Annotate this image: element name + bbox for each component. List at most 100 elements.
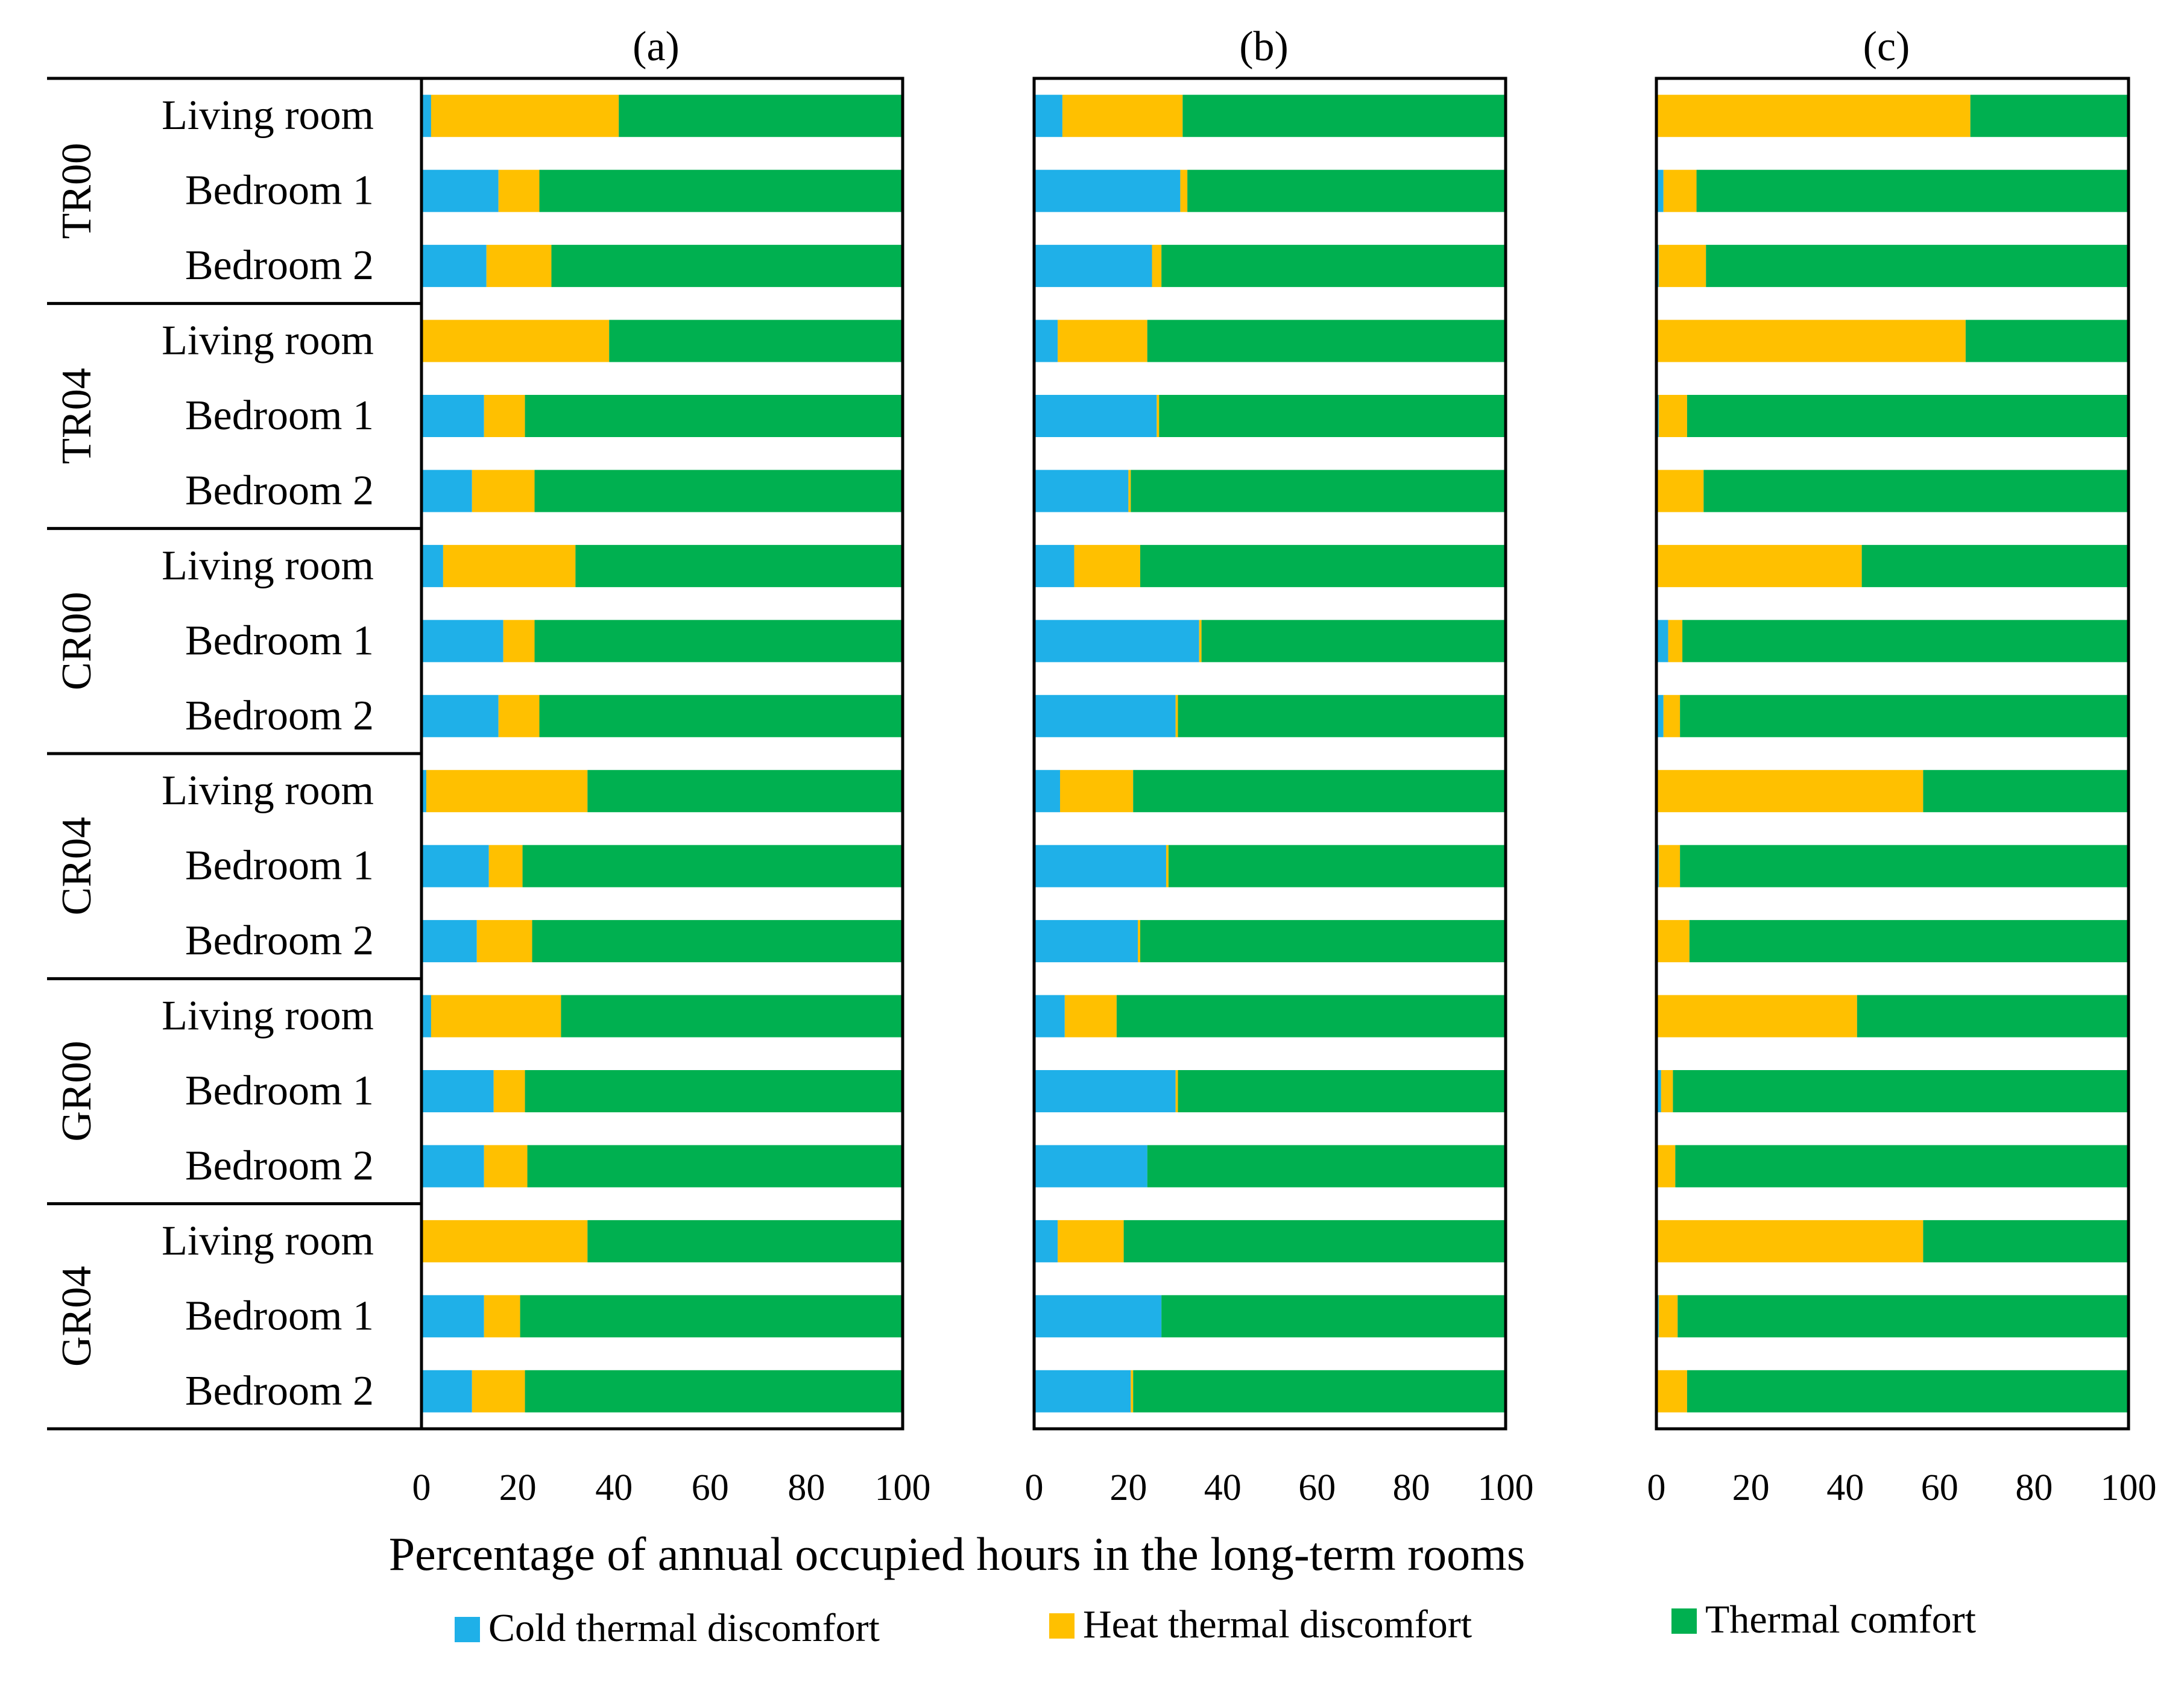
- bar-cold: [1034, 169, 1181, 212]
- bar-heat: [1656, 1145, 1676, 1188]
- bar-cold: [421, 1370, 472, 1413]
- group-label: CR00: [54, 592, 100, 690]
- room-label: Living room: [162, 543, 374, 589]
- room-label: Bedroom 1: [185, 1068, 374, 1114]
- bar-cold: [1034, 320, 1058, 362]
- x-tick-label: 0: [1025, 1467, 1044, 1508]
- bar-heat: [426, 770, 588, 813]
- bar-cold: [421, 845, 489, 887]
- bar-comfort: [1680, 845, 2129, 887]
- bar-cold: [1656, 1070, 1661, 1112]
- bar-comfort: [525, 1070, 903, 1112]
- bar-heat: [1074, 544, 1140, 587]
- bar-heat: [1656, 470, 1704, 512]
- panel-a: (a) 0 20 40 60 80 100: [412, 24, 931, 1508]
- legend: Cold thermal discomfort Heat thermal disc…: [455, 1598, 1976, 1650]
- room-label: Living room: [162, 767, 374, 814]
- bar-cold: [1034, 770, 1061, 813]
- bar-comfort: [539, 695, 903, 737]
- bar-comfort: [609, 320, 903, 362]
- bar-comfort: [1861, 544, 2129, 587]
- room-label: Bedroom 2: [185, 693, 374, 739]
- legend-label: Cold thermal discomfort: [488, 1606, 880, 1650]
- room-label: Bedroom 1: [185, 392, 374, 439]
- bar-heat: [1166, 845, 1169, 887]
- group-label: TR04: [54, 368, 100, 464]
- bar-heat: [1656, 1220, 1924, 1262]
- bar-comfort: [1178, 1070, 1506, 1112]
- bar-comfort: [1178, 695, 1506, 737]
- bar-comfort: [1706, 245, 2129, 288]
- bar-comfort: [1140, 920, 1506, 963]
- bar-comfort: [587, 1220, 903, 1262]
- bar-comfort: [561, 995, 903, 1038]
- bar-cold: [1034, 470, 1129, 512]
- bar-cold: [1034, 620, 1199, 663]
- bar-heat: [484, 395, 525, 437]
- bar-comfort: [575, 544, 903, 587]
- group-label: CR04: [54, 817, 100, 915]
- bar-cold: [421, 695, 499, 737]
- x-tick-label: 80: [2015, 1467, 2053, 1508]
- bar-comfort: [1182, 95, 1506, 137]
- bar-heat: [1668, 620, 1683, 663]
- bar-heat: [472, 470, 535, 512]
- x-axis-title: Percentage of annual occupied hours in t…: [389, 1528, 1525, 1580]
- bar-comfort: [1696, 169, 2129, 212]
- room-label: Bedroom 1: [185, 843, 374, 889]
- bar-cold: [1034, 695, 1176, 737]
- bar-comfort: [1687, 1370, 2129, 1413]
- bar-comfort: [1147, 1145, 1506, 1188]
- bar-heat: [503, 620, 535, 663]
- bar-comfort: [587, 770, 903, 813]
- bar-cold: [1034, 1070, 1176, 1112]
- bar-heat: [1062, 95, 1183, 137]
- bar-cold: [421, 169, 499, 212]
- bar-heat: [431, 995, 561, 1038]
- bar-heat: [1658, 395, 1687, 437]
- group-label: TR00: [54, 143, 100, 239]
- bar-comfort: [1675, 1145, 2129, 1188]
- bar-comfort: [551, 245, 903, 288]
- legend-swatch: [455, 1617, 480, 1642]
- room-label: Bedroom 2: [185, 242, 374, 289]
- bar-comfort: [1140, 544, 1506, 587]
- bar-cold: [1034, 920, 1138, 963]
- bar-cold: [421, 245, 487, 288]
- bar-heat: [1656, 320, 1966, 362]
- bar-comfort: [1677, 1295, 2129, 1338]
- room-label: Living room: [162, 993, 374, 1039]
- bar-heat: [1064, 995, 1117, 1038]
- legend-label: Thermal comfort: [1705, 1598, 1976, 1642]
- bar-cold: [421, 995, 431, 1038]
- bar-comfort: [1857, 995, 2129, 1038]
- panel-label: (c): [1863, 24, 1910, 70]
- bar-comfort: [522, 845, 903, 887]
- group-label: GR04: [54, 1266, 100, 1367]
- bar-heat: [1656, 995, 1857, 1038]
- x-tick-label: 80: [787, 1467, 825, 1508]
- bar-cold: [421, 1295, 484, 1338]
- bar-comfort: [534, 620, 903, 663]
- bar-heat: [421, 320, 610, 362]
- bar-comfort: [1187, 169, 1506, 212]
- bar-comfort: [1131, 470, 1506, 512]
- bar-cold: [1034, 95, 1062, 137]
- bar-comfort: [1133, 1370, 1506, 1413]
- bar-cold: [1034, 995, 1065, 1038]
- bar-comfort: [1161, 245, 1506, 288]
- bar-heat: [1128, 470, 1131, 512]
- bar-heat: [1199, 620, 1202, 663]
- bar-cold: [1034, 1145, 1147, 1188]
- bar-heat: [472, 1370, 525, 1413]
- bar-comfort: [1965, 320, 2129, 362]
- panel-frame: [1655, 77, 2130, 1431]
- legend-label: Heat thermal discomfort: [1083, 1602, 1472, 1646]
- bar-comfort: [1201, 620, 1506, 663]
- bar-cold: [1034, 1220, 1058, 1262]
- bar-cold: [421, 620, 503, 663]
- x-tick-label: 0: [1647, 1467, 1666, 1508]
- bar-comfort: [1923, 770, 2129, 813]
- room-label: Bedroom 2: [185, 918, 374, 964]
